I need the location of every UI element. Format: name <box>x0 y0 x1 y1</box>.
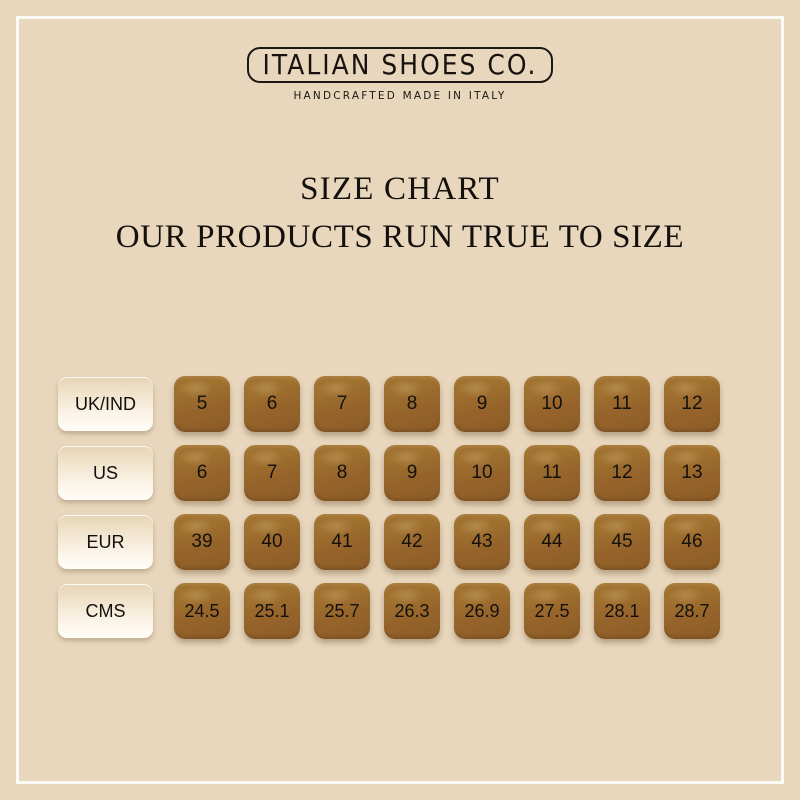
table-row: EUR 39 40 41 42 43 44 45 46 <box>58 514 720 570</box>
size-cell: 44 <box>524 514 580 570</box>
size-cell: 41 <box>314 514 370 570</box>
size-cell: 8 <box>314 445 370 501</box>
size-cell: 13 <box>664 445 720 501</box>
size-cell: 28.7 <box>664 583 720 639</box>
logo-brand-name: ITALIAN SHOES CO. <box>262 48 538 81</box>
row-label-us: US <box>58 446 153 500</box>
size-cell: 25.1 <box>244 583 300 639</box>
table-row: CMS 24.5 25.1 25.7 26.3 26.9 27.5 28.1 2… <box>58 583 720 639</box>
page-heading-block: SIZE CHART OUR PRODUCTS RUN TRUE TO SIZE <box>0 170 800 257</box>
brand-logo: ITALIAN SHOES CO. HANDCRAFTED MADE IN IT… <box>0 47 800 102</box>
size-cell: 28.1 <box>594 583 650 639</box>
size-cell: 46 <box>664 514 720 570</box>
size-cell: 10 <box>454 445 510 501</box>
size-cell: 10 <box>524 376 580 432</box>
size-cell: 11 <box>594 376 650 432</box>
size-cell: 9 <box>454 376 510 432</box>
size-cell: 7 <box>314 376 370 432</box>
size-cell: 26.9 <box>454 583 510 639</box>
size-cell: 42 <box>384 514 440 570</box>
row-label-cms: CMS <box>58 584 153 638</box>
table-row: US 6 7 8 9 10 11 12 13 <box>58 445 720 501</box>
table-row: UK/IND 5 6 7 8 9 10 11 12 <box>58 376 720 432</box>
size-cell: 27.5 <box>524 583 580 639</box>
size-cell: 24.5 <box>174 583 230 639</box>
size-cell: 25.7 <box>314 583 370 639</box>
size-cell: 5 <box>174 376 230 432</box>
logo-outline-box: ITALIAN SHOES CO. <box>246 47 554 83</box>
size-cell: 45 <box>594 514 650 570</box>
page-subtitle: OUR PRODUCTS RUN TRUE TO SIZE <box>115 218 685 255</box>
size-cell: 43 <box>454 514 510 570</box>
logo-tagline: HANDCRAFTED MADE IN ITALY <box>293 89 507 103</box>
row-label-uk-ind: UK/IND <box>58 377 153 431</box>
size-cell: 39 <box>174 514 230 570</box>
size-cell: 26.3 <box>384 583 440 639</box>
size-cell: 11 <box>524 445 580 501</box>
size-cell: 9 <box>384 445 440 501</box>
size-cell: 6 <box>244 376 300 432</box>
size-cell: 7 <box>244 445 300 501</box>
row-label-eur: EUR <box>58 515 153 569</box>
size-chart-table: UK/IND 5 6 7 8 9 10 11 12 US 6 7 8 9 10 … <box>58 376 720 639</box>
size-cell: 40 <box>244 514 300 570</box>
size-cell: 6 <box>174 445 230 501</box>
size-cell: 12 <box>664 376 720 432</box>
page-title: SIZE CHART <box>300 171 500 207</box>
size-cell: 8 <box>384 376 440 432</box>
size-cell: 12 <box>594 445 650 501</box>
